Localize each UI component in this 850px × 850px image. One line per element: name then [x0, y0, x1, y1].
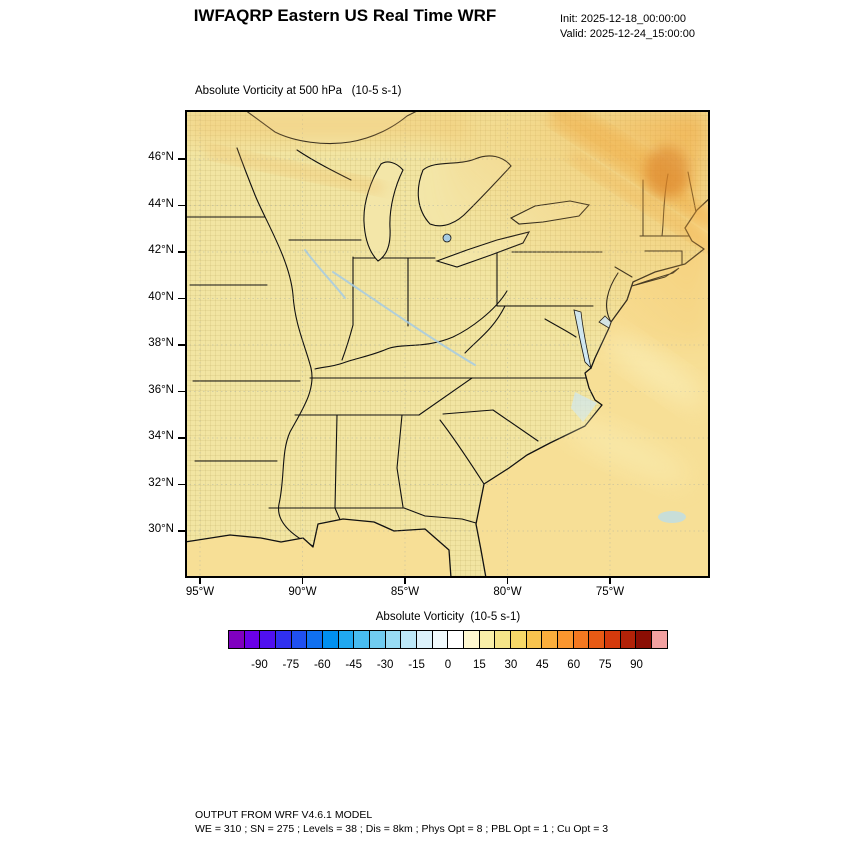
lat-tick-label: 32°N	[148, 476, 174, 489]
lat-tick-label: 42°N	[148, 244, 174, 256]
colorbar-cell	[478, 631, 495, 648]
colorbar-tick-label: 0	[444, 659, 452, 671]
model-footer: OUTPUT FROM WRF V4.6.1 MODEL WE = 310 ; …	[195, 808, 608, 836]
lon-tickmark	[301, 578, 304, 584]
colorbar-cell	[525, 631, 542, 648]
plot-subtitle: Absolute Vorticity at 500 hPa (10-5 s-1)	[195, 85, 402, 97]
pamlico-sound	[571, 392, 597, 422]
lat-tickmark	[178, 530, 185, 532]
colorbar-cell	[416, 631, 432, 648]
colorbar-cell	[635, 631, 652, 648]
colorbar-tick-label: -45	[345, 659, 363, 671]
colorbar-cell	[229, 631, 244, 648]
lat-tickmark	[178, 251, 185, 253]
colorbar-cell	[337, 631, 354, 648]
colorbar-cell	[369, 631, 385, 648]
lon-tickmark	[404, 578, 406, 584]
colorbar-cell	[447, 631, 464, 648]
colorbar-cell	[588, 631, 605, 648]
colorbar-tick-label: 30	[504, 659, 518, 671]
lat-tickmark	[178, 344, 185, 346]
lon-tick-label: 80°W	[493, 586, 522, 598]
footer-config-line: WE = 310 ; SN = 275 ; Levels = 38 ; Dis …	[195, 823, 609, 835]
lat-tickmark	[178, 158, 185, 160]
lat-tick-label: 44°N	[148, 197, 174, 210]
colorbar-cell	[290, 631, 307, 648]
gulf-coastline	[184, 518, 452, 579]
colorbar-tick-label: 15	[473, 659, 486, 671]
latitude-axis: 46°N 44°N 42°N 40°N 38°N 36°N 34°N 32°N 30°N	[130, 110, 185, 578]
lat-tickmark	[178, 204, 185, 207]
lat-tickmark	[178, 437, 185, 439]
lon-tick-label: 75°W	[595, 586, 625, 598]
colorbar-label: Absolute Vorticity (10-5 s-1)	[375, 611, 521, 623]
lat-tick-label: 34°N	[148, 430, 174, 442]
longitude-axis: 95°W 90°W 85°W 80°W 75°W	[185, 578, 710, 610]
colorbar-cell	[494, 631, 511, 648]
colorbar-cell	[384, 631, 401, 648]
lon-tick-label: 85°W	[390, 586, 420, 598]
lat-tickmark	[178, 297, 185, 300]
colorbar-cell	[259, 631, 276, 648]
colorbar-cell	[510, 631, 526, 648]
lat-tick-label: 46°N	[148, 151, 174, 163]
lat-tick-label: 40°N	[148, 290, 174, 303]
lon-tickmark	[609, 578, 611, 584]
lat-tick-label: 36°N	[148, 383, 174, 396]
colorbar-cell	[463, 631, 479, 648]
colorbar-cell	[604, 631, 620, 648]
colorbar-ticks: -90 -75 -60 -45 -30 -15 0 15 30 45 60 75 90	[228, 659, 668, 675]
page-title: IWFAQRP Eastern US Real Time WRF	[193, 6, 497, 25]
colorbar-cell	[306, 631, 323, 648]
colorbar-tick-label: -15	[408, 659, 425, 671]
lon-tick-label: 95°W	[185, 586, 215, 598]
lon-tickmark	[506, 578, 509, 584]
map-frame	[184, 80, 742, 579]
lat-tick-label: 30°N	[148, 523, 174, 535]
vorticity-shading	[185, 80, 742, 523]
map-border	[185, 110, 710, 578]
colorbar-cell	[353, 631, 370, 648]
colorbar-tick-label: 60	[567, 659, 581, 671]
colorbar-cell	[557, 631, 573, 648]
run-info: Init: 2025-12-18_00:00:00 Valid: 2025-12…	[560, 12, 695, 42]
colorbar-cell	[275, 631, 291, 648]
vorticity-map	[184, 80, 742, 579]
lon-tick-label: 90°W	[288, 586, 317, 598]
init-time-label: Init: 2025-12-18_00:00:00	[560, 13, 686, 25]
colorbar-cell	[243, 631, 260, 648]
colorbar-cell	[322, 631, 338, 648]
colorbar	[228, 630, 668, 649]
colorbar-tick-label: -90	[251, 659, 268, 671]
colorbar-tick-label: -60	[313, 659, 331, 671]
colorbar-cell	[651, 631, 667, 648]
colorbar-tick-label: -30	[376, 659, 394, 671]
valid-time-label: Valid: 2025-12-24_15:00:00	[560, 28, 695, 40]
colorbar-tick-label: 75	[598, 659, 612, 671]
lat-tickmark	[178, 483, 185, 486]
colorbar-cell	[541, 631, 558, 648]
colorbar-cell	[400, 631, 417, 648]
colorbar-cell	[431, 631, 448, 648]
colorbar-tick-label: 45	[535, 659, 549, 671]
colorbar-cell	[572, 631, 589, 648]
colorbar-tick-label: -75	[282, 659, 300, 671]
footer-model-line: OUTPUT FROM WRF V4.6.1 MODEL	[195, 809, 373, 821]
colorbar-cell	[619, 631, 636, 648]
gulf-of-mexico	[185, 519, 451, 578]
lat-tickmark	[178, 390, 185, 393]
lon-tickmark	[199, 578, 201, 584]
colorbar-tick-label: 90	[630, 659, 643, 671]
lat-tick-label: 38°N	[148, 337, 174, 349]
